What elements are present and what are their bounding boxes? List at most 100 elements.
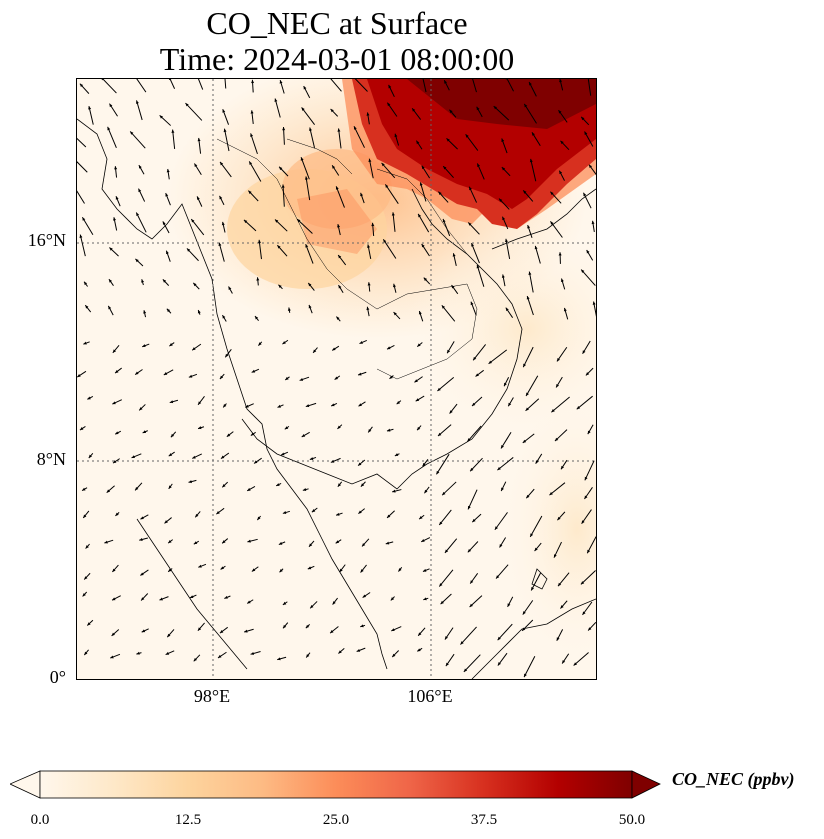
wind-arrow-head	[247, 539, 251, 543]
wind-arrow-head	[337, 425, 341, 429]
wind-arrow-head	[85, 305, 89, 309]
wind-arrow-head	[417, 648, 421, 652]
wind-arrow-head	[362, 543, 366, 547]
wind-arrow-head	[274, 98, 278, 102]
wind-arrow-head	[165, 250, 169, 255]
wind-arrow-head	[419, 516, 423, 520]
wind-arrow-head	[467, 505, 471, 510]
wind-arrow-head	[330, 629, 334, 634]
wind-arrow-head	[219, 630, 224, 634]
wind-arrow-head	[418, 311, 422, 315]
wind-arrow-head	[244, 629, 248, 633]
wind-arrow-head	[588, 627, 592, 631]
wind-arrow-head	[168, 79, 172, 81]
wind-arrow-head	[169, 343, 173, 347]
wind-arrow	[460, 626, 477, 645]
wind-arrow-head	[522, 439, 527, 443]
wind-arrow-head	[141, 629, 146, 633]
wind-arrow-head	[304, 176, 308, 180]
wind-arrow-head	[465, 134, 469, 138]
wind-arrow-head	[444, 549, 449, 553]
wind-arrow-head	[297, 219, 301, 223]
wind-arrow	[169, 79, 176, 89]
wind-arrow-head	[108, 305, 112, 310]
wind-arrow-head	[84, 281, 88, 286]
wind-arrow-head	[115, 431, 119, 435]
wind-arrow-head	[445, 662, 449, 667]
wind-arrow	[129, 131, 146, 149]
wind-arrow-head	[136, 651, 140, 655]
wind-arrow-head	[168, 453, 173, 457]
wind-arrow-head	[250, 651, 255, 655]
wind-arrow	[172, 129, 176, 150]
wind-arrow-head	[305, 404, 310, 408]
wind-arrow-head	[307, 566, 312, 570]
wind-arrow-head	[193, 657, 197, 662]
wind-arrow-head	[330, 108, 334, 113]
wind-arrow-head	[84, 651, 88, 656]
wind-arrow-head	[186, 248, 191, 252]
wind-arrow	[382, 239, 397, 259]
wind-arrow-head	[476, 106, 480, 111]
wind-arrow-head	[584, 476, 588, 481]
wind-arrow-head	[337, 128, 341, 132]
wind-arrow-head	[452, 253, 456, 257]
wind-arrow-head	[439, 521, 443, 525]
colorbar-tick-3: 37.5	[470, 812, 498, 828]
wind-arrow	[528, 271, 534, 293]
wind-arrow	[530, 572, 542, 591]
wind-arrow-head	[224, 595, 228, 599]
wind-arrow-head	[449, 410, 453, 414]
wind-arrow	[282, 184, 285, 207]
wind-arrow-head	[143, 310, 147, 314]
wind-arrow-head	[216, 511, 220, 515]
wind-arrow-head	[387, 346, 391, 350]
wind-arrow-head	[368, 428, 372, 433]
wind-arrow	[301, 107, 316, 125]
wind-arrow-head	[167, 633, 171, 638]
wind-arrow-head	[469, 603, 473, 608]
wind-arrow-head	[308, 304, 312, 309]
wind-arrow-head	[222, 315, 226, 319]
wind-arrow	[494, 512, 508, 531]
wind-arrow-head	[508, 402, 512, 407]
wind-arrow-head	[396, 400, 401, 405]
wind-arrow-head	[497, 662, 501, 666]
lon-label-106e: 106°E	[407, 686, 453, 706]
wind-arrow-head	[251, 79, 255, 84]
colorbar-max-extend	[631, 770, 661, 799]
wind-arrow-head	[222, 484, 226, 488]
wind-vectors	[77, 79, 596, 678]
wind-arrow	[224, 79, 227, 89]
wind-arrow	[368, 158, 374, 179]
wind-arrow-head	[470, 301, 474, 306]
wind-arrow-head	[197, 196, 200, 200]
wind-arrow-head	[560, 140, 564, 145]
wind-arrow	[417, 213, 430, 233]
wind-arrow-head	[467, 438, 471, 442]
wind-arrow	[550, 221, 563, 238]
wind-arrow-head	[389, 375, 393, 379]
wind-arrow-head	[383, 239, 387, 243]
wind-arrow-head	[140, 516, 144, 520]
colorbar-label: CO_NEC (ppbv)	[672, 769, 795, 789]
wind-arrow-head	[559, 79, 563, 83]
wind-arrow-head	[299, 377, 304, 381]
wind-arrow-head	[529, 158, 533, 163]
wind-arrow-head	[111, 632, 115, 636]
wind-arrow-head	[222, 109, 226, 113]
wind-arrow-head	[141, 597, 145, 601]
wind-arrow-head	[110, 655, 114, 659]
wind-arrow-head	[527, 225, 531, 229]
wind-arrow-head	[311, 509, 316, 513]
wind-arrow-head	[336, 316, 340, 320]
wind-arrow	[218, 242, 225, 262]
wind-arrow-head	[218, 654, 222, 658]
wind-arrow-head	[166, 308, 171, 313]
wind-arrow-head	[79, 234, 83, 238]
wind-arrow-head	[392, 489, 396, 493]
wind-arrow	[587, 79, 592, 96]
wind-arrow	[522, 346, 534, 368]
wind-arrow	[335, 186, 345, 208]
wind-arrow-head	[221, 221, 225, 226]
